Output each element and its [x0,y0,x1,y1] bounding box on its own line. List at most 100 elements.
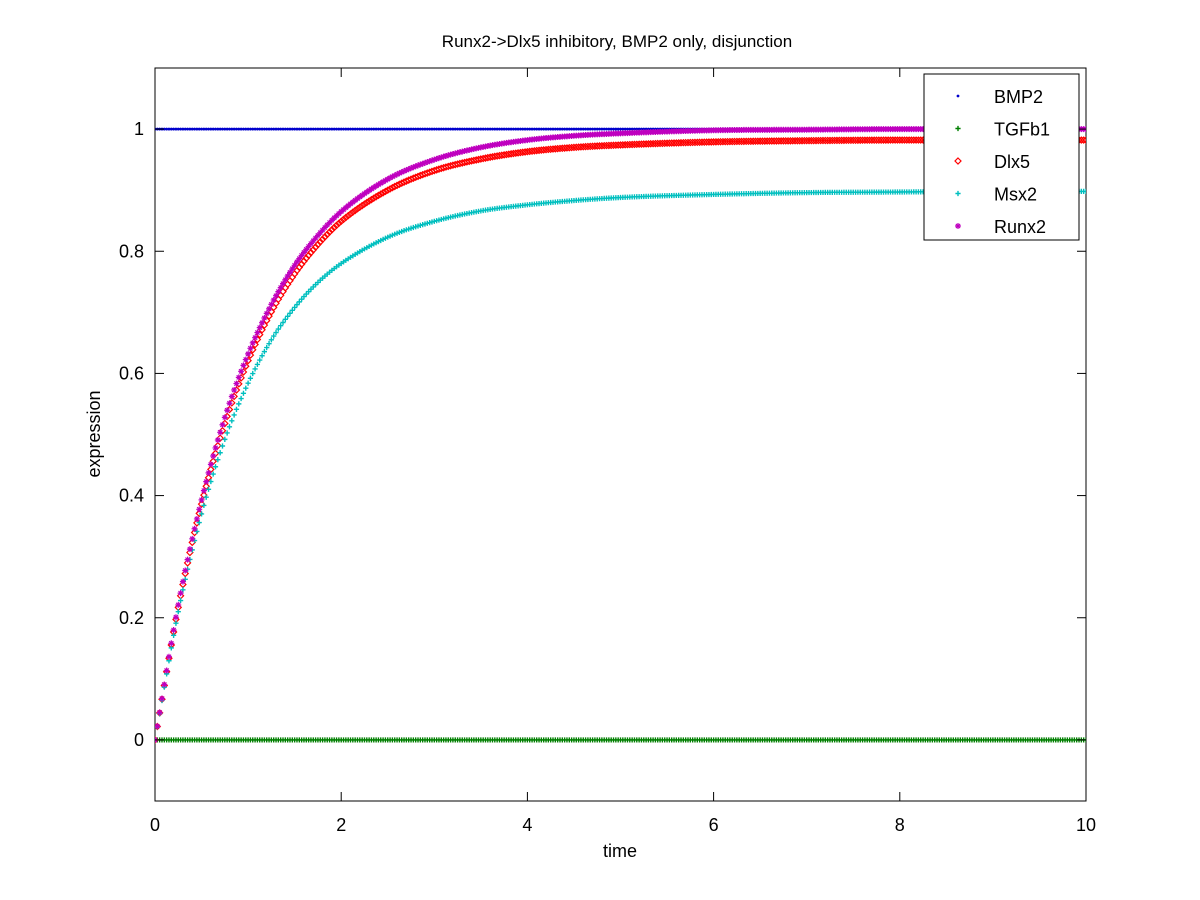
point-bmp2 [321,127,324,131]
point-runx2 [333,212,340,219]
point-bmp2 [470,127,473,131]
point-runx2 [256,324,263,331]
point-bmp2 [512,127,515,131]
point-bmp2 [162,127,166,131]
point-runx2 [440,153,447,160]
point-bmp2 [381,127,385,131]
point-bmp2 [188,127,192,131]
legend-label-dlx5: Dlx5 [994,152,1030,172]
point-bmp2 [351,127,355,131]
point-bmp2 [251,127,255,131]
point-msx2 [289,307,295,313]
point-dlx5 [213,441,222,450]
point-bmp2 [267,127,271,131]
point-msx2 [257,357,263,363]
point-runx2 [405,166,412,173]
point-bmp2 [288,127,292,131]
point-bmp2 [425,127,429,131]
point-bmp2 [393,127,397,131]
point-bmp2 [614,127,618,131]
point-runx2 [177,590,184,597]
point-dlx5 [304,251,313,260]
point-bmp2 [642,127,646,131]
point-msx2 [198,511,205,517]
point-bmp2 [498,127,501,131]
point-bmp2 [598,127,601,131]
point-bmp2 [384,127,387,131]
legend-label-bmp2: BMP2 [994,87,1043,107]
point-bmp2 [437,127,441,131]
point-dlx5 [342,213,350,222]
point-dlx5 [374,191,383,200]
point-bmp2 [202,127,206,131]
point-msx2 [282,316,288,322]
point-bmp2 [309,127,313,131]
point-bmp2 [386,127,390,131]
point-msx2 [271,333,277,339]
point-runx2 [161,681,168,688]
point-bmp2 [481,127,485,131]
point-runx2 [410,164,417,171]
point-bmp2 [269,127,273,131]
point-bmp2 [218,127,222,131]
point-dlx5 [381,187,390,196]
point-bmp2 [532,127,536,131]
point-bmp2 [505,127,508,131]
point-runx2 [205,469,212,476]
point-bmp2 [539,127,543,131]
point-runx2 [280,280,287,287]
y-tick-label: 1 [134,119,144,139]
point-runx2 [221,414,228,421]
y-axis-title: expression [84,390,104,477]
point-runx2 [419,160,426,167]
point-bmp2 [542,127,546,131]
point-bmp2 [570,127,574,131]
point-runx2 [307,240,314,247]
point-bmp2 [400,127,404,131]
point-msx2 [268,337,274,343]
point-bmp2 [262,127,266,131]
point-bmp2 [225,127,229,131]
point-bmp2 [458,127,462,131]
point-bmp2 [360,127,364,131]
point-runx2 [193,515,200,522]
legend-label-tgfb1: TGFb1 [994,120,1050,140]
point-runx2 [200,487,207,494]
point-msx2 [280,319,286,326]
point-bmp2 [484,127,487,131]
point-msx2 [212,464,219,470]
point-bmp2 [323,127,327,131]
point-bmp2 [356,127,359,131]
point-bmp2 [235,127,238,131]
point-bmp2 [402,127,406,131]
point-msx2 [215,457,221,463]
point-dlx5 [360,200,369,208]
point-bmp2 [314,127,317,131]
point-runx2 [338,208,345,215]
y-tick-label: 0 [134,730,144,750]
point-runx2 [242,356,249,363]
point-bmp2 [460,127,464,131]
point-msx2 [292,304,298,311]
point-dlx5 [321,233,329,241]
point-bmp2 [565,127,569,131]
point-bmp2 [330,127,334,131]
point-runx2 [331,214,338,221]
point-runx2 [273,292,280,299]
point-runx2 [387,174,394,181]
point-runx2 [377,180,384,187]
y-tick-label: 0.2 [119,608,144,628]
point-runx2 [435,155,442,162]
x-tick-label: 0 [150,815,160,835]
point-runx2 [305,243,312,250]
point-bmp2 [174,127,178,131]
point-bmp2 [432,127,436,131]
point-bmp2 [397,127,401,131]
point-bmp2 [274,127,278,131]
point-bmp2 [242,127,245,131]
point-bmp2 [374,127,378,131]
point-bmp2 [521,127,525,131]
point-msx2 [231,412,237,418]
point-runx2 [438,154,445,161]
point-bmp2 [404,127,408,131]
